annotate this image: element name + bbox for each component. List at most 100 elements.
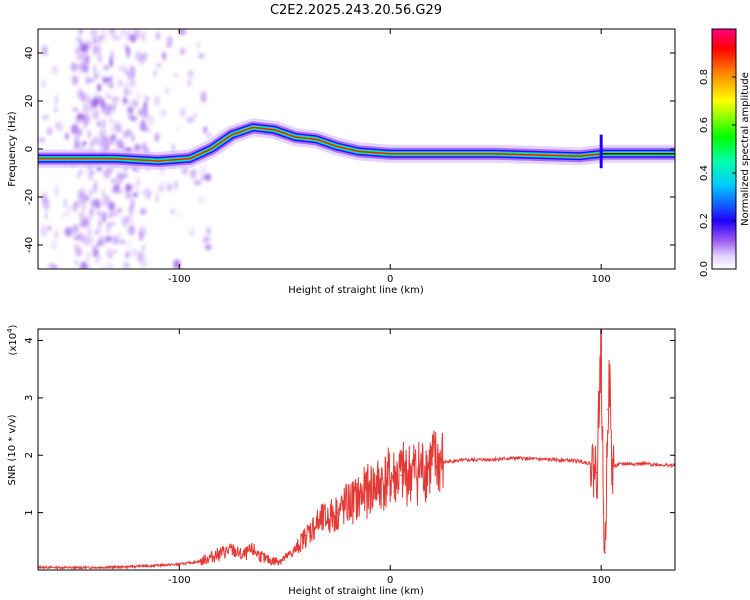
noise-speckle [130,134,136,142]
noise-speckle [136,177,140,188]
colorbar-label: Normalized spectral amplitude [740,72,750,226]
noise-speckle [116,138,122,150]
noise-speckle [75,200,83,207]
noise-speckle [76,50,80,61]
spectrogram-ytick-label-1: -20 [24,189,35,205]
snr-point [294,549,296,551]
snr-frame [37,328,676,571]
noise-speckle [79,187,85,194]
noise-speckle [85,39,93,49]
noise-speckle [130,197,135,210]
noise-speckle [112,185,120,194]
noise-speckle [127,224,136,236]
noise-speckle [139,144,144,151]
noise-speckle [97,52,102,63]
noise-speckle [90,98,99,108]
snr-point [336,512,339,514]
colorbar-ticks: 0.0 0.2 0.4 0.6 0.8 [699,69,736,277]
noise-speckle [99,35,104,40]
noise-speckle [125,129,133,136]
noise-speckle [90,245,97,251]
noise-speckle [126,46,131,59]
snr-xtick-label-1: 0 [387,575,393,586]
spectrogram-ytick-label-4: 40 [24,47,35,60]
noise-speckle [64,227,72,237]
noise-speckle [67,205,71,217]
noise-speckle [205,131,213,140]
snr-ytick-label-3: 4 [24,337,35,343]
snr-point [602,512,604,514]
noise-speckle [77,172,81,179]
spectrogram-xlabel: Height of straight line (km) [288,285,424,296]
noise-speckle [94,74,99,80]
spectrogram-noise [38,29,213,269]
noise-speckle [142,115,146,121]
snr-ytick-label-0: 1 [24,509,35,515]
colorbar-frame [711,28,737,270]
noise-speckle [171,208,175,215]
spectrogram-panel: -100 0 100 -40 -20 0 20 40 Height of straight l… [7,28,676,296]
noise-speckle [130,217,134,226]
noise-speckle [71,224,80,234]
noise-speckle [159,180,165,190]
spectrogram-xtick-label-1: 0 [387,274,393,285]
spectrogram-ytick-label-0: -40 [24,237,35,253]
spectrogram-axes: -100 0 100 -40 -20 0 20 40 [24,29,675,285]
noise-speckle [93,64,97,77]
snr-point [590,463,592,465]
snr-point [474,459,476,461]
noise-speckle [101,118,106,131]
snr-plot-area [38,329,675,570]
snr-point [115,566,117,568]
snr-point [400,474,402,476]
noise-speckle [96,166,103,172]
colorbar-tick-label-0: 0.0 [699,261,710,277]
noise-speckle [125,89,133,96]
noise-speckle [107,213,114,218]
snr-point [606,408,609,410]
snr-point [199,560,202,562]
spectrogram-xtick-label-0: -100 [168,274,191,285]
noise-speckle [141,189,147,194]
noise-speckle [142,226,147,238]
noise-speckle [204,173,212,181]
noise-speckle [157,186,165,193]
snr-point [579,460,581,462]
noise-speckle [40,225,48,238]
noise-speckle [199,165,207,177]
noise-speckle [73,244,80,250]
colorbar-gradient [712,29,736,269]
noise-speckle [75,115,83,124]
noise-speckle [193,112,197,119]
noise-speckle [140,259,147,268]
noise-speckle [107,118,115,124]
noise-speckle [62,212,67,218]
noise-speckle [153,69,157,78]
noise-speckle [96,210,103,217]
noise-speckle [179,107,187,118]
noise-speckle [94,105,100,113]
noise-speckle [103,64,109,71]
noise-speckle [187,78,192,87]
noise-speckle [122,98,127,106]
noise-speckle [41,193,48,204]
noise-speckle [72,63,80,70]
noise-speckle [101,188,106,201]
snr-point [379,483,381,485]
noise-speckle [89,29,98,39]
noise-speckle [108,221,116,227]
noise-speckle [136,188,140,193]
snr-xtick-label-0: -100 [168,575,191,586]
noise-speckle [165,86,169,94]
colorbar-tick-label-1: 0.2 [699,213,710,229]
noise-speckle [133,248,137,257]
noise-speckle [155,193,159,203]
noise-speckle [109,75,113,83]
noise-speckle [42,45,48,57]
noise-speckle [130,116,138,122]
snr-point [73,567,75,569]
noise-speckle [155,31,161,41]
spectrogram-ytick-label-2: 0 [24,146,35,152]
snr-point [452,460,455,462]
snr-point [241,555,244,557]
